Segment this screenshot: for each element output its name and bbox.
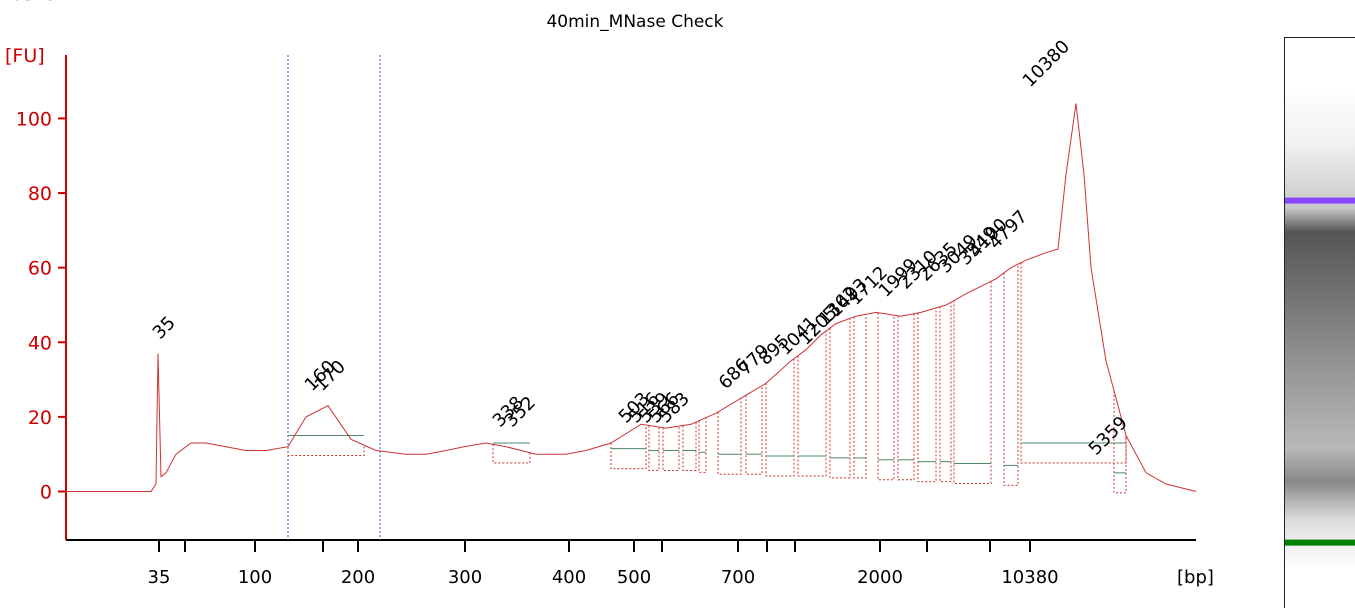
interval-bracket bbox=[1020, 262, 1127, 464]
interval-bracket bbox=[648, 425, 660, 471]
peak-label: 5359 bbox=[1085, 412, 1132, 459]
x-tick-label: 200 bbox=[341, 567, 375, 588]
interval-bracket bbox=[765, 358, 795, 477]
interval-bracket bbox=[745, 385, 763, 475]
interval-bracket bbox=[897, 313, 915, 481]
interval-bracket bbox=[953, 281, 992, 485]
gel-band bbox=[1285, 539, 1355, 546]
y-tick-label: 40 bbox=[28, 332, 52, 354]
interval-bracket bbox=[877, 312, 895, 481]
trace bbox=[66, 103, 1197, 492]
peak-intervals bbox=[287, 262, 1127, 494]
interval-bracket bbox=[662, 426, 680, 471]
region-markers bbox=[287, 55, 381, 540]
x-tick-label: 500 bbox=[617, 567, 651, 588]
y-tick-label: 20 bbox=[28, 407, 52, 429]
peak-label: 10380 bbox=[1019, 36, 1074, 91]
gel-smear bbox=[1285, 88, 1355, 568]
x-tick-label: 2000 bbox=[857, 567, 903, 588]
x-tick-label: 300 bbox=[448, 567, 482, 588]
y-unit-label: [FU] bbox=[5, 45, 45, 67]
interval-bracket bbox=[853, 314, 867, 479]
interval-bracket bbox=[717, 398, 742, 475]
interval-bracket bbox=[797, 331, 827, 477]
x-tick-label: 400 bbox=[552, 567, 586, 588]
x-tick-label: 100 bbox=[238, 567, 272, 588]
x-axis: 35 100 200 300 400 500 700 2000 10380 bbox=[66, 539, 1196, 588]
gel-lane bbox=[1284, 37, 1355, 608]
x-tick-label: 700 bbox=[721, 567, 755, 588]
y-tick-label: 100 bbox=[16, 108, 52, 130]
chart-title: 40min_MNase Check bbox=[546, 12, 723, 32]
x-tick-label: 10380 bbox=[1001, 567, 1058, 588]
interval-bracket bbox=[682, 422, 697, 471]
peak-label: 35 bbox=[149, 312, 180, 343]
y-tick-label: 80 bbox=[28, 183, 52, 205]
series-line bbox=[66, 103, 1197, 492]
y-tick-label: 60 bbox=[28, 258, 52, 280]
interval-bracket bbox=[829, 318, 851, 479]
interval-bracket bbox=[939, 302, 952, 483]
peak-label: 16319 bbox=[0, 0, 57, 5]
electropherogram-chart: 40min_MNase Check [FU] [bp] 0 20 40 60 80 100… bbox=[0, 0, 1214, 588]
gel-band bbox=[1285, 197, 1355, 204]
interval-bracket bbox=[492, 444, 531, 464]
y-axis: 0 20 40 60 80 100 bbox=[16, 55, 67, 540]
interval-bracket bbox=[917, 307, 937, 483]
interval-bracket bbox=[1113, 390, 1127, 494]
interval-bracket bbox=[610, 425, 647, 470]
y-tick-label: 0 bbox=[40, 482, 52, 504]
gel-image bbox=[1285, 88, 1355, 568]
interval-bracket bbox=[698, 417, 707, 473]
interval-bracket bbox=[287, 445, 365, 457]
interval-bracket bbox=[1003, 264, 1019, 486]
x-unit-label: [bp] bbox=[1177, 567, 1214, 588]
x-tick-label: 35 bbox=[148, 567, 171, 588]
